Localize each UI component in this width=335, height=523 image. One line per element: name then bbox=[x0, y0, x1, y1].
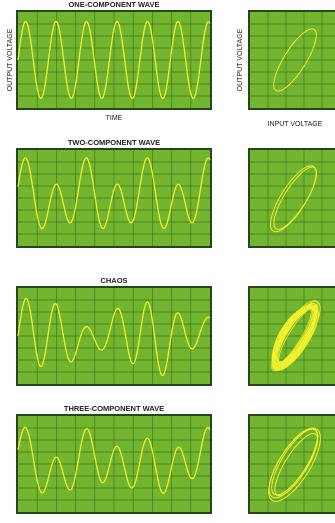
x-axis-label: TIME bbox=[106, 115, 123, 122]
phase-y-label: OUTPUT VOLTAGE bbox=[237, 28, 244, 91]
phase-loop bbox=[271, 428, 318, 496]
panel-title: ONE-COMPONENT WAVE bbox=[68, 0, 159, 9]
panel-title: TWO-COMPONENT WAVE bbox=[68, 138, 160, 147]
phase-loop bbox=[273, 307, 312, 365]
wave-trace bbox=[17, 20, 211, 100]
phase-loop bbox=[268, 427, 321, 502]
panel-title: CHAOS bbox=[100, 276, 127, 285]
phase-loop bbox=[270, 165, 317, 233]
wave-trace bbox=[17, 297, 211, 377]
phase-loop bbox=[271, 300, 321, 371]
phase-x-label: INPUT VOLTAGE bbox=[268, 121, 323, 128]
wave-trace bbox=[17, 426, 211, 494]
wave-trace bbox=[17, 157, 211, 230]
phase-loop bbox=[273, 28, 317, 92]
phase-loop bbox=[272, 304, 319, 371]
y-axis-label: OUTPUT VOLTAGE bbox=[7, 28, 14, 91]
phase-loop bbox=[277, 308, 315, 364]
phase-loop bbox=[274, 305, 316, 363]
panel-title: THREE-COMPONENT WAVE bbox=[64, 404, 164, 413]
